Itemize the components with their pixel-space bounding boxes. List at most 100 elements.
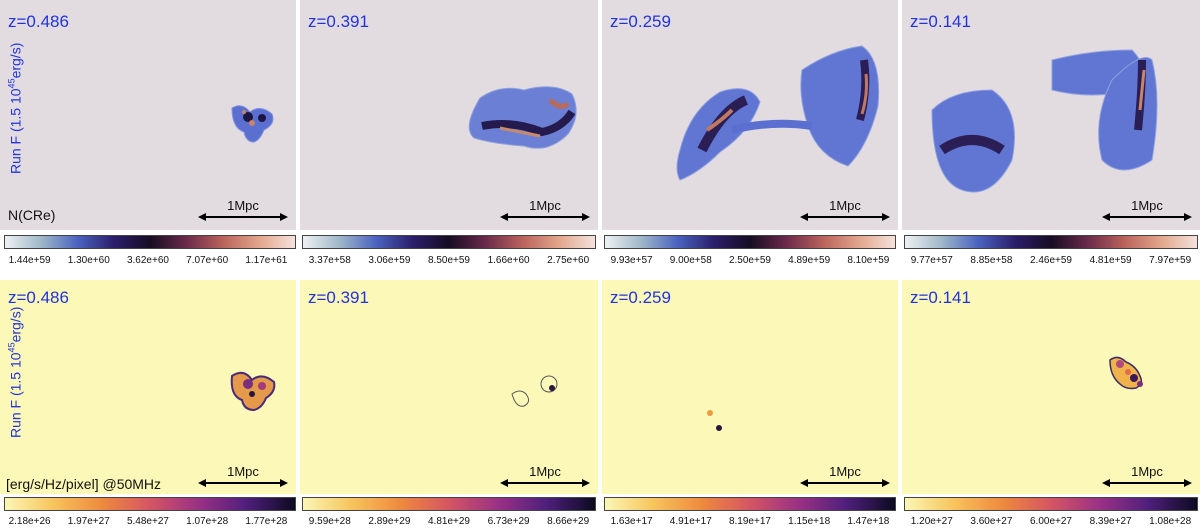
colorbar-ticks: 9.77e+57 8.85e+58 2.46e+59 4.81e+59 7.97… bbox=[902, 255, 1200, 266]
double-arrow-icon bbox=[500, 213, 590, 221]
tick-label: 1.63e+17 bbox=[610, 516, 653, 527]
tick-label: 4.81e+59 bbox=[1089, 255, 1132, 266]
double-arrow-icon bbox=[198, 213, 288, 221]
tick-label: 1.47e+18 bbox=[847, 516, 890, 527]
scale-bar: 1Mpc bbox=[800, 464, 890, 487]
colorbar-ticks: 9.93e+57 9.00e+58 2.50e+59 4.89e+59 8.10… bbox=[602, 255, 898, 266]
tick-label: 2.50e+59 bbox=[728, 255, 771, 266]
ncre-panel-z0259: z=0.259 1Mpc bbox=[602, 0, 898, 230]
tick-label: 6.00e+27 bbox=[1029, 516, 1072, 527]
colorbar bbox=[302, 235, 596, 249]
tick-label: 8.39e+27 bbox=[1089, 516, 1132, 527]
tick-label: 7.97e+59 bbox=[1149, 255, 1192, 266]
ncre-map-z0259 bbox=[676, 45, 880, 181]
radio-map-z0391 bbox=[511, 375, 558, 407]
tick-label: 8.19e+17 bbox=[728, 516, 771, 527]
tick-label: 3.06e+59 bbox=[368, 255, 411, 266]
scale-bar-label: 1Mpc bbox=[829, 464, 861, 479]
colorbar bbox=[604, 497, 896, 511]
colorbar bbox=[904, 497, 1198, 511]
redshift-label: z=0.391 bbox=[308, 12, 369, 31]
colorbar-ticks: 1.44e+59 1.30e+60 3.62e+60 7.07e+60 1.17… bbox=[0, 255, 296, 266]
radio-panel-z0486: z=0.486 Run F (1.5 1045erg/s) [erg/s/Hz/… bbox=[0, 280, 296, 494]
tick-label: 1.17e+61 bbox=[245, 255, 288, 266]
scale-bar: 1Mpc bbox=[1102, 198, 1192, 221]
scale-bar: 1Mpc bbox=[198, 198, 288, 221]
colorbar bbox=[4, 235, 296, 249]
ncre-panel-z0141: z=0.141 1Mpc bbox=[902, 0, 1200, 230]
tick-label: 4.81e+29 bbox=[427, 516, 470, 527]
tick-label: 7.07e+60 bbox=[186, 255, 229, 266]
colorbar-ticks: 2.18e+26 1.97e+27 5.48e+27 1.07e+28 1.77… bbox=[0, 516, 296, 527]
tick-label: 3.37e+58 bbox=[308, 255, 351, 266]
redshift-label: z=0.259 bbox=[610, 12, 671, 31]
redshift-label: z=0.141 bbox=[910, 288, 971, 307]
scale-bar: 1Mpc bbox=[500, 198, 590, 221]
redshift-label: z=0.486 bbox=[8, 288, 69, 307]
run-label: Run F (1.5 1045erg/s) bbox=[6, 306, 24, 439]
tick-label: 1.20e+27 bbox=[910, 516, 953, 527]
colorbar-ticks: 9.59e+28 2.89e+29 4.81e+29 6.73e+29 8.66… bbox=[300, 516, 598, 527]
tick-label: 9.59e+28 bbox=[308, 516, 351, 527]
double-arrow-icon bbox=[500, 479, 590, 487]
tick-label: 3.60e+27 bbox=[970, 516, 1013, 527]
scale-bar: 1Mpc bbox=[1102, 464, 1192, 487]
tick-label: 3.62e+60 bbox=[126, 255, 169, 266]
run-label: Run F (1.5 1045erg/s) bbox=[6, 42, 24, 175]
scale-bar-label: 1Mpc bbox=[529, 198, 561, 213]
tick-label: 1.44e+59 bbox=[8, 255, 51, 266]
ncre-map-z0141 bbox=[931, 49, 1158, 193]
double-arrow-icon bbox=[198, 479, 288, 487]
colorbar bbox=[604, 235, 896, 249]
scale-bar: 1Mpc bbox=[500, 464, 590, 487]
radio-panel-z0391: z=0.391 1Mpc bbox=[300, 280, 598, 494]
tick-label: 2.89e+29 bbox=[368, 516, 411, 527]
tick-label: 1.77e+28 bbox=[245, 516, 288, 527]
redshift-label: z=0.259 bbox=[610, 288, 671, 307]
tick-label: 5.48e+27 bbox=[126, 516, 169, 527]
redshift-label: z=0.486 bbox=[8, 12, 69, 31]
tick-label: 6.73e+29 bbox=[487, 516, 530, 527]
scale-bar: 1Mpc bbox=[198, 464, 288, 487]
colorbar-ticks: 1.20e+27 3.60e+27 6.00e+27 8.39e+27 1.08… bbox=[902, 516, 1200, 527]
tick-label: 2.75e+60 bbox=[547, 255, 590, 266]
colorbar bbox=[4, 497, 296, 511]
ncre-panel-z0391: z=0.391 1Mpc bbox=[300, 0, 598, 230]
colorbar bbox=[904, 235, 1198, 249]
tick-label: 9.77e+57 bbox=[910, 255, 953, 266]
tick-label: 1.97e+27 bbox=[67, 516, 110, 527]
scale-bar-label: 1Mpc bbox=[529, 464, 561, 479]
redshift-label: z=0.391 bbox=[308, 288, 369, 307]
scale-bar-label: 1Mpc bbox=[227, 464, 259, 479]
radio-map-z0486 bbox=[230, 371, 276, 412]
scale-bar-label: 1Mpc bbox=[227, 198, 259, 213]
tick-label: 8.66e+29 bbox=[547, 516, 590, 527]
quantity-label: [erg/s/Hz/pixel] @50MHz bbox=[6, 476, 162, 492]
tick-label: 1.08e+28 bbox=[1149, 516, 1192, 527]
tick-label: 8.50e+59 bbox=[427, 255, 470, 266]
tick-label: 9.93e+57 bbox=[610, 255, 653, 266]
tick-label: 4.89e+59 bbox=[788, 255, 831, 266]
tick-label: 2.18e+26 bbox=[8, 516, 51, 527]
radio-panel-z0259: z=0.259 1Mpc bbox=[602, 280, 898, 494]
double-arrow-icon bbox=[800, 213, 890, 221]
scale-bar-label: 1Mpc bbox=[1131, 464, 1163, 479]
double-arrow-icon bbox=[1102, 213, 1192, 221]
tick-label: 9.00e+58 bbox=[669, 255, 712, 266]
tick-label: 1.66e+60 bbox=[487, 255, 530, 266]
colorbar-ticks: 3.37e+58 3.06e+59 8.50e+59 1.66e+60 2.75… bbox=[300, 255, 598, 266]
ncre-panel-z0486: z=0.486 Run F (1.5 1045erg/s) N(CRe) 1Mp… bbox=[0, 0, 296, 230]
double-arrow-icon bbox=[800, 479, 890, 487]
scale-bar: 1Mpc bbox=[800, 198, 890, 221]
tick-label: 1.15e+18 bbox=[788, 516, 831, 527]
tick-label: 8.10e+59 bbox=[847, 255, 890, 266]
tick-label: 2.46e+59 bbox=[1029, 255, 1072, 266]
colorbar bbox=[302, 497, 596, 511]
double-arrow-icon bbox=[1102, 479, 1192, 487]
radio-map-z0141 bbox=[1109, 356, 1143, 390]
scale-bar-label: 1Mpc bbox=[1131, 198, 1163, 213]
ncre-map-z0391 bbox=[468, 86, 577, 149]
colorbar-ticks: 1.63e+17 4.91e+17 8.19e+17 1.15e+18 1.47… bbox=[602, 516, 898, 527]
quantity-label: N(CRe) bbox=[8, 207, 56, 223]
radio-panel-z0141: z=0.141 1Mpc bbox=[902, 280, 1200, 494]
